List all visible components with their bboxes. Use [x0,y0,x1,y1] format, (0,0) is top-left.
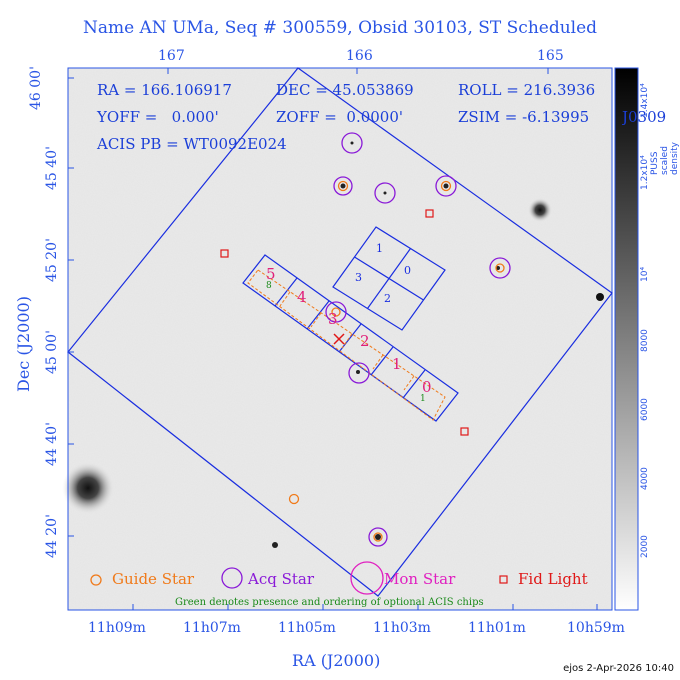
bright-star [356,370,360,374]
legend-guide-symbol [90,574,102,586]
legend-guide-label: Guide Star [112,570,195,588]
left-axis-tick: 46 00' [28,66,44,110]
field-of-view-outline [67,67,613,597]
colorbar [614,67,639,611]
chip-number-s4: 4 [297,288,307,306]
info-zoff: ZOFF = 0.0000' [276,108,404,126]
colorbar-label: PUSS scaled density [650,142,680,175]
chip-number-s0: 0 [422,378,432,396]
info-yoff: YOFF = 0.000' [97,108,219,126]
top-axis-tick: 167 [158,48,185,64]
chip-number-i0: 0 [404,264,411,277]
colorbar-tick: 10⁴ [640,266,650,282]
chip-number-i3: 3 [355,271,362,284]
optional-chip-number: 8 [266,281,272,291]
top-axis-tick: 166 [346,48,373,64]
info-dec: DEC = 45.053869 [276,81,414,99]
acq-stars [325,132,511,547]
chip-number-s3: 3 [328,310,338,328]
galaxy-blob [528,198,552,222]
colorbar-tick: 1.4x10⁴ [640,83,650,118]
bright-star [383,191,387,195]
acis-s-chips [242,254,459,422]
bright-star [443,183,449,189]
colorbar-tick: 1.2x10⁴ [640,155,650,190]
plot-title: Name AN UMa, Seq # 300559, Obsid 30103, … [82,18,598,38]
y-axis-label: Dec (J2000) [14,296,33,392]
acis-s-dashed-divider [279,291,291,307]
chip-number-s5: 5 [266,265,276,283]
acis-s-dashed-divider [372,354,384,370]
legend-acq-label: Acq Star [248,570,315,588]
bottom-axis-tick: 11h09m [88,620,146,636]
bright-star [272,542,278,548]
acis-s-dashed-divider [341,333,353,349]
plot-frame [67,67,613,611]
top-axis-tick: 165 [537,48,564,64]
bright-star [340,183,346,189]
optional-chip-number: 1 [420,394,426,404]
bottom-axis-tick: 11h03m [373,620,431,636]
legend-fid-label: Fid Light [518,570,588,588]
acis-s-dashed-footprint [247,269,446,421]
bright-star [496,266,500,270]
info-zsim-overflow: J0309 [622,108,667,126]
info-ra: RA = 166.106917 [97,81,232,99]
colorbar-tick: 2000 [640,535,650,558]
info-zsim: ZSIM = -6.13995 [458,108,590,126]
left-axis-tick: 44 20' [44,514,60,558]
info-acis: ACIS PB = WT0092E024 [97,135,287,153]
colorbar-tick: 6000 [640,398,650,421]
acis-s-dashed-divider [403,375,415,391]
galaxy-blob [62,462,114,514]
x-axis-label: RA (J2000) [292,651,381,670]
chip-number-i2: 2 [384,292,391,305]
guide-stars [288,180,505,542]
left-axis-tick: 44 40' [44,422,60,466]
left-axis-tick: 45 20' [44,238,60,282]
optional-chips-note: Green denotes presence and ordering of o… [175,597,484,608]
legend-fid-symbol [499,575,508,584]
bottom-axis-tick: 11h07m [183,620,241,636]
acis-s-dashed-divider [310,312,322,328]
acis-i-chips [332,226,446,331]
left-axis-tick: 45 00' [44,330,60,374]
legend-mon-label: Mon Star [384,570,456,588]
footer-timestamp: ejos 2-Apr-2026 10:40 [563,663,674,674]
chip-number-s2: 2 [360,332,370,350]
chip-number-s1: 1 [392,355,402,373]
bottom-axis-tick: 11h01m [468,620,526,636]
legend-mon-symbol [350,561,384,595]
fid-lights [220,209,469,436]
aimpoint-marker [333,333,345,345]
bottom-axis-tick: 10h59m [567,620,625,636]
legend-acq-symbol [221,567,243,589]
left-axis-tick: 45 40' [44,146,60,190]
colorbar-tick: 4000 [640,467,650,490]
chip-number-i1: 1 [376,242,383,255]
bright-star [350,141,354,145]
bright-star [375,534,381,540]
bright-star [596,293,604,301]
info-roll: ROLL = 216.3936 [458,81,596,99]
axis-ticks [68,68,598,610]
colorbar-tick: 8000 [640,329,650,352]
bottom-axis-tick: 11h05m [278,620,336,636]
